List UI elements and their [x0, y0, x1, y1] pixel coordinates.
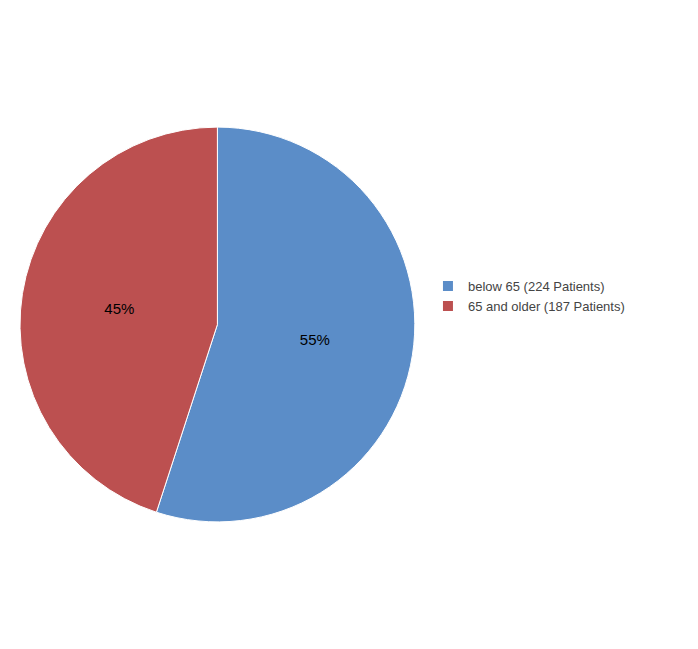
- svg-text:55%: 55%: [300, 331, 330, 348]
- svg-text:65 and older (187 Patients): 65 and older (187 Patients): [468, 299, 625, 314]
- svg-text:below 65 (224 Patients): below 65 (224 Patients): [468, 279, 605, 294]
- svg-text:45%: 45%: [104, 300, 134, 317]
